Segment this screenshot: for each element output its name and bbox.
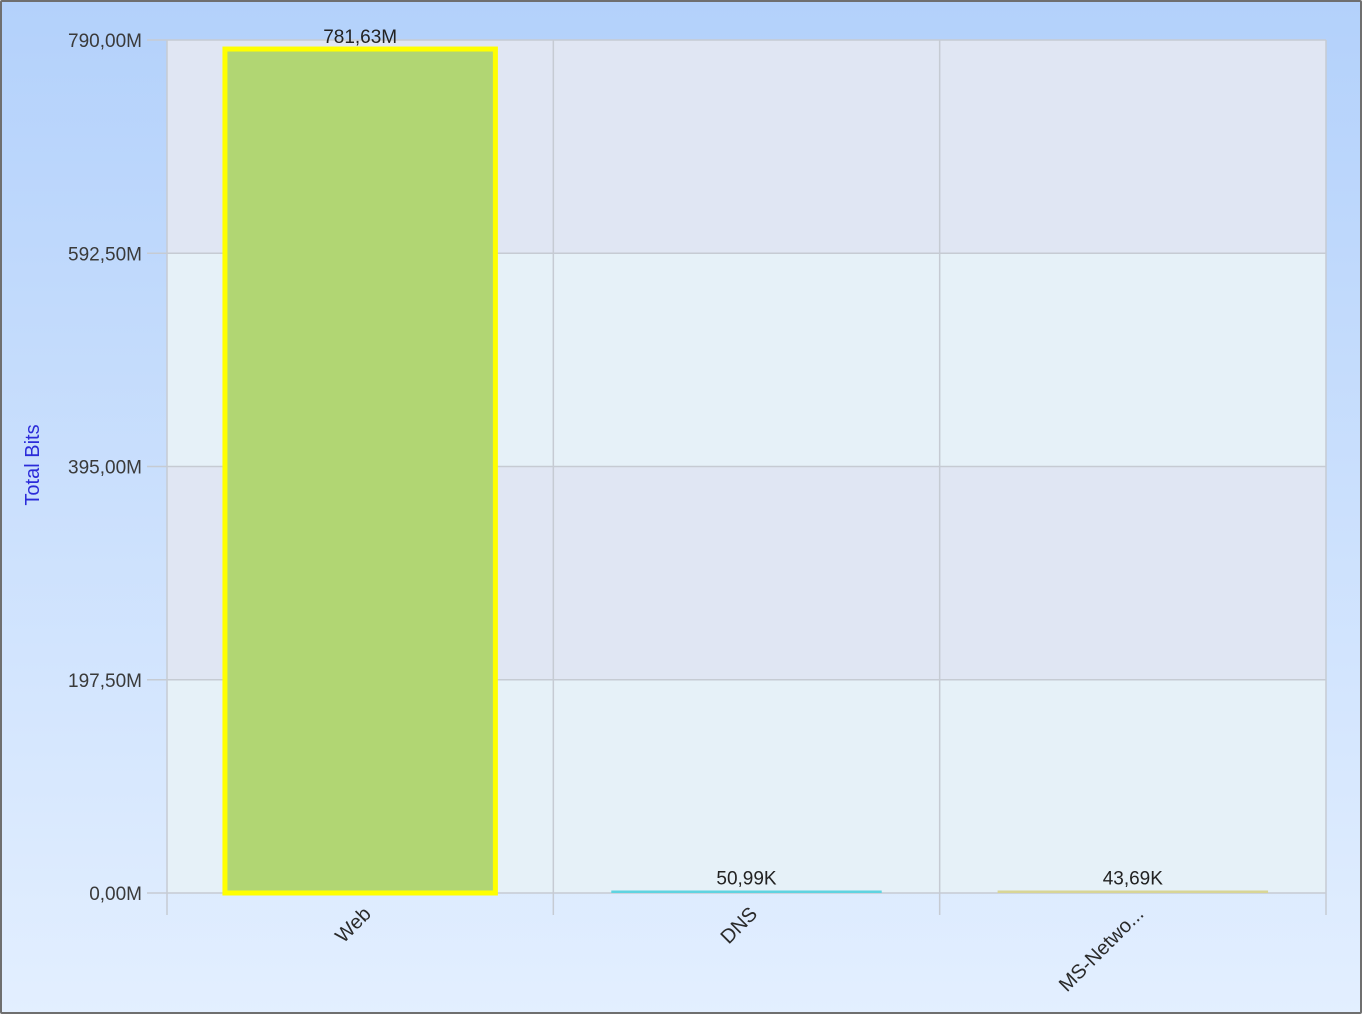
y-tick-label: 0,00M [89, 884, 142, 905]
data-label: 781,63M [323, 27, 397, 48]
y-tick-label: 592,50M [68, 244, 142, 265]
data-label: 43,69K [1103, 869, 1164, 890]
y-tick-label: 197,50M [68, 671, 142, 692]
y-axis-title: Total Bits [22, 424, 44, 505]
bar-web[interactable] [222, 46, 498, 896]
data-label: 50,99K [716, 869, 777, 890]
bar-series [222, 46, 1269, 896]
bar-ms-netwo[interactable] [997, 890, 1269, 894]
bar-dns[interactable] [611, 890, 882, 894]
y-tick-label: 395,00M [68, 458, 142, 479]
y-axis: 0,00M 197,50M 395,00M 592,50M 790,00M [68, 31, 167, 905]
y-tick-label: 790,00M [68, 31, 142, 52]
data-labels: 781,63M 50,99K 43,69K [323, 27, 1163, 889]
